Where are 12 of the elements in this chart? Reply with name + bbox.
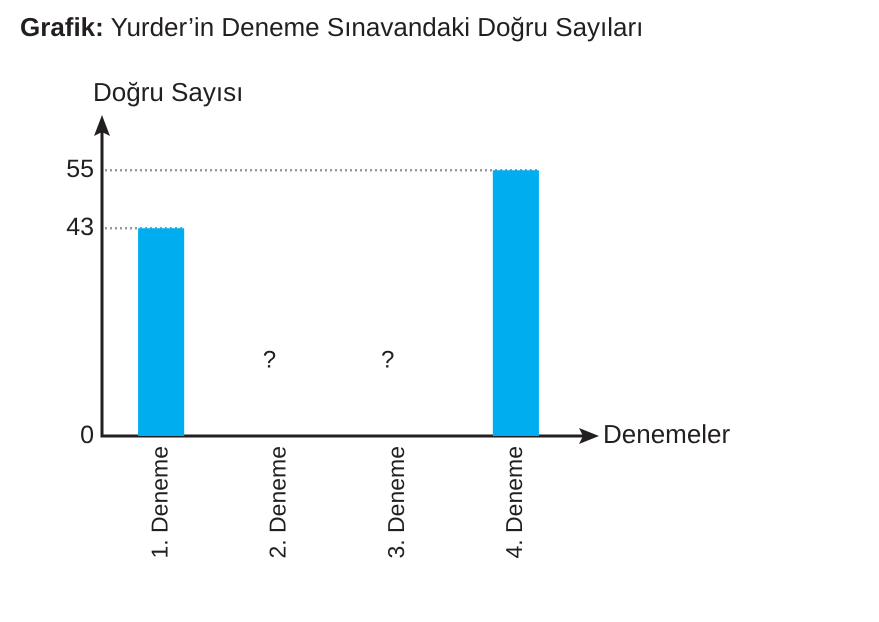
annotation: ?: [380, 346, 394, 374]
x-tick-label: 2. Deneme: [264, 446, 291, 559]
y-tick-label: 43: [66, 213, 94, 242]
x-tick-label: 3. Deneme: [382, 446, 409, 559]
y-tick-label: 55: [66, 155, 94, 184]
x-tick-label: 1. Deneme: [146, 446, 172, 559]
chart-title: Grafik: Yurder’in Deneme Sınavandaki Doğru Sayıları: [20, 12, 644, 43]
annotation: ?: [262, 346, 276, 374]
x-tick-label: 4. Deneme: [501, 446, 528, 559]
x-axis-title: Denemeler: [603, 419, 731, 450]
y-tick-label: 0: [80, 420, 94, 449]
y-axis-title: Doğru Sayısı: [93, 77, 244, 108]
